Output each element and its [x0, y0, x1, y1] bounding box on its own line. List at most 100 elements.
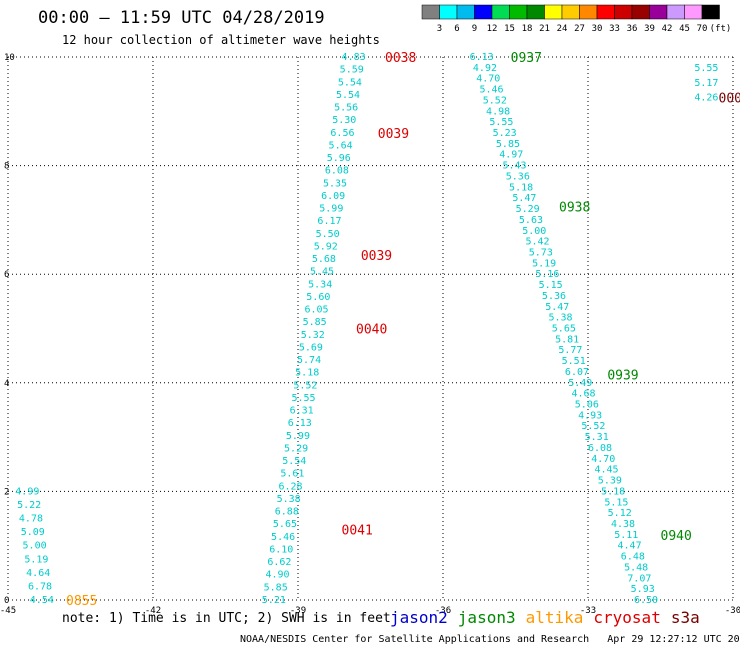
wave-height-value: 5.51	[562, 356, 586, 367]
wave-height-value: 5.85	[496, 139, 520, 150]
color-scale-label: 9	[472, 24, 477, 34]
wave-height-value: 6.88	[275, 507, 299, 518]
wave-height-value: 5.17	[694, 78, 718, 89]
color-scale-label: 3	[437, 24, 442, 34]
wave-height-value: 4.47	[618, 541, 642, 552]
wave-height-value: 5.49	[568, 378, 592, 389]
wave-height-value: 4.98	[486, 106, 510, 117]
page-title: 00:00 – 11:59 UTC 04/28/2019	[38, 8, 325, 28]
wave-height-value: 4.70	[476, 74, 500, 85]
color-scale-label: 6	[454, 24, 459, 34]
footer-credit: NOAA/NESDIS Center for Satellite Applica…	[240, 634, 740, 645]
color-scale-label: 12	[487, 24, 498, 34]
wave-height-value: 5.36	[542, 291, 566, 302]
wave-height-value: 5.12	[608, 508, 632, 519]
wave-height-value: 5.54	[282, 456, 306, 467]
wave-height-value: 5.38	[277, 494, 301, 505]
wave-height-value: 6.50	[634, 595, 658, 606]
color-scale-label: 18	[522, 24, 533, 34]
wave-height-value: 5.54	[338, 77, 362, 88]
time-label: 0041	[342, 523, 373, 538]
wave-height-value: 5.23	[493, 128, 517, 139]
color-swatch	[701, 4, 720, 20]
wave-height-value: 4.78	[19, 514, 43, 525]
color-scale-label: 30	[592, 24, 603, 34]
wave-height-value: 6.08	[588, 443, 612, 454]
wave-height-value: 5.43	[502, 161, 526, 172]
satellite-legend-item: jason3	[457, 608, 516, 627]
satellite-legend-item: cryosat	[593, 608, 661, 627]
wave-height-value: 5.48	[624, 562, 648, 573]
satellite-legend-item: altika	[525, 608, 584, 627]
wave-height-value: 5.64	[329, 140, 353, 151]
wave-height-value: 5.15	[604, 497, 628, 508]
wave-height-value: 6.78	[28, 581, 52, 592]
wave-height-value: 5.45	[310, 267, 334, 278]
wave-height-value: 4.92	[473, 63, 497, 74]
wave-height-value: 5.59	[340, 65, 364, 76]
wave-height-value: 5.15	[539, 280, 563, 291]
wave-height-value: 5.93	[631, 584, 655, 595]
wave-height-value: 5.52	[581, 421, 605, 432]
wave-height-value: 5.46	[271, 532, 295, 543]
wave-height-value: 5.85	[303, 317, 327, 328]
wave-height-value: 5.69	[299, 342, 323, 353]
satellite-legend: jason2 jason3 altika cryosat s3a	[390, 608, 710, 627]
color-scale-label: 42	[662, 24, 673, 34]
wave-height-value: 5.35	[323, 178, 347, 189]
wave-height-value: 5.09	[21, 527, 45, 538]
x-tick-label: -33	[580, 606, 596, 616]
time-label: 0038	[385, 51, 416, 66]
color-scale-label: 45	[679, 24, 690, 34]
wave-height-value: 6.13	[470, 52, 494, 63]
wave-height-value: 6.28	[278, 481, 302, 492]
footer-note: note: 1) Time is in UTC; 2) SWH is in fe…	[62, 611, 391, 626]
wave-height-value: 5.54	[336, 90, 360, 101]
wave-height-value: 5.00	[522, 226, 546, 237]
wave-height-value: 6.05	[304, 305, 328, 316]
y-tick-label: 6	[4, 270, 9, 280]
wave-height-value: 6.10	[269, 544, 293, 555]
wave-height-value: 6.56	[330, 128, 354, 139]
wave-height-value: 4.54	[30, 595, 54, 606]
y-tick-label: 10	[4, 53, 15, 63]
wave-height-value: 5.60	[306, 292, 330, 303]
page-subtitle: 12 hour collection of altimeter wave hei…	[62, 33, 380, 47]
wave-height-value: 5.19	[532, 258, 556, 269]
wave-height-value: 6.62	[267, 557, 291, 568]
x-tick-label: -30	[725, 606, 740, 616]
wave-height-value: 5.74	[297, 355, 321, 366]
wave-height-value: 5.36	[506, 171, 530, 182]
wave-height-value: 4.26	[694, 93, 718, 104]
wave-height-value: 4.38	[611, 519, 635, 530]
wave-height-value: 6.48	[621, 552, 645, 563]
wave-height-value: 5.38	[548, 313, 572, 324]
wave-height-value: 5.81	[555, 334, 579, 345]
wave-height-value: 5.19	[24, 554, 48, 565]
wave-height-value: 5.32	[301, 330, 325, 341]
color-scale-label: 33	[609, 24, 620, 34]
wave-height-value: 5.52	[483, 95, 507, 106]
x-tick-label: -39	[290, 606, 306, 616]
wave-height-value: 5.50	[316, 229, 340, 240]
y-tick-label: 0	[4, 596, 9, 606]
wave-height-value: 5.99	[319, 204, 343, 215]
wave-height-value: 4.97	[499, 150, 523, 161]
wave-height-value: 5.42	[525, 237, 549, 248]
wave-height-value: 5.11	[614, 530, 638, 541]
wave-height-value: 5.18	[295, 368, 319, 379]
wave-height-value: 6.07	[565, 367, 589, 378]
wave-height-value: 5.65	[273, 519, 297, 530]
color-scale-label: 27	[574, 24, 585, 34]
wave-height-value: 6.17	[317, 216, 341, 227]
wave-height-value: 4.93	[578, 410, 602, 421]
color-scale-label: 15	[504, 24, 515, 34]
wave-height-value: 5.55	[291, 393, 315, 404]
wave-height-value: 5.06	[575, 400, 599, 411]
wave-height-value: 5.21	[262, 595, 286, 606]
time-label: 0039	[378, 127, 409, 142]
color-scale-label: 70	[697, 24, 708, 34]
time-label: 0940	[661, 529, 692, 544]
color-scale-legend: 3 6 9 12 15 18 21 24 27 30 33 36 39 42 45 70 (ft)	[421, 4, 731, 34]
time-label: 0855	[66, 594, 97, 609]
